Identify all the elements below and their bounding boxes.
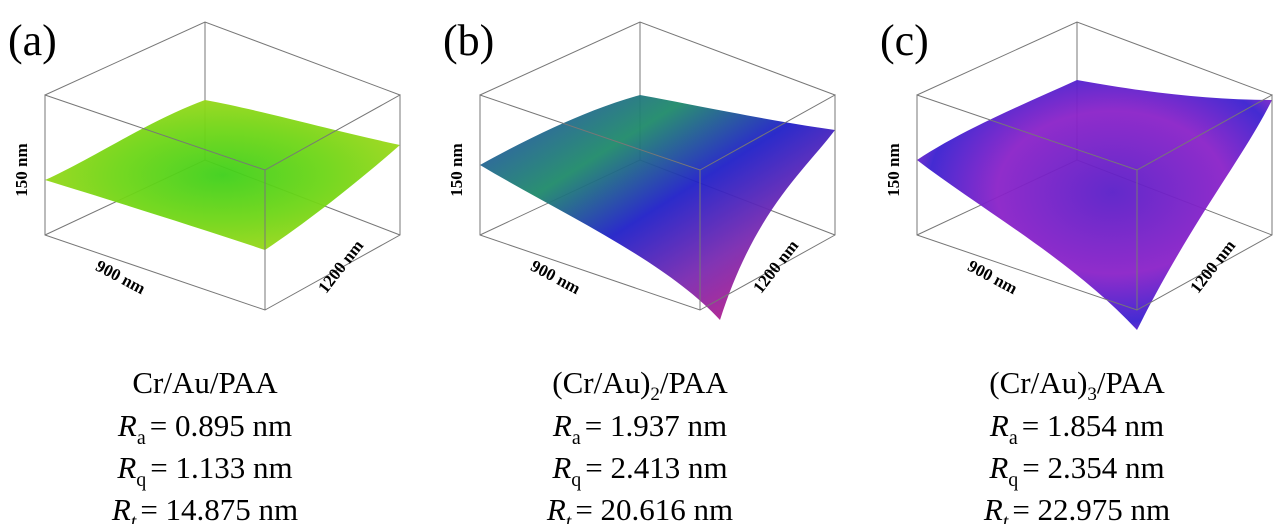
subscript: t — [1003, 511, 1009, 524]
surface — [917, 80, 1272, 330]
symbol: R — [546, 492, 566, 524]
subscript: t — [566, 511, 572, 524]
roughness: Ra= 0.895 nm — [117, 408, 292, 449]
roughness: Ra= 1.937 nm — [552, 408, 727, 449]
value: = 14.875 nm — [140, 492, 298, 524]
value: = 2.413 nm — [585, 450, 727, 485]
symbol: R — [552, 408, 572, 443]
x-axis-label: 900 nm — [528, 256, 584, 298]
y-axis-label: 1200 nm — [1186, 236, 1239, 296]
z-axis-label: 150 nm — [12, 143, 31, 196]
value: = 22.975 nm — [1012, 492, 1170, 524]
surface — [480, 95, 835, 320]
roughness: Ra= 1.854 nm — [989, 408, 1164, 449]
sample-text: (Cr/Au) — [552, 365, 650, 400]
value: = 1.854 nm — [1022, 408, 1164, 443]
symbol: R — [116, 450, 136, 485]
symbol: R — [551, 450, 571, 485]
figure: (a)150 nm900 nm1200 nmCr/Au/PAARa= 0.895… — [0, 0, 1276, 524]
roughness: Rt= 22.975 nm — [983, 492, 1170, 524]
subscript: q — [136, 469, 146, 491]
value: = 1.133 nm — [150, 450, 292, 485]
roughness: Rt= 20.616 nm — [546, 492, 733, 524]
surface — [45, 100, 400, 250]
subscript: a — [1009, 427, 1018, 449]
roughness: Rt= 14.875 nm — [111, 492, 298, 524]
symbol: R — [117, 408, 137, 443]
sample-text: /PAA — [660, 365, 728, 400]
sample-name: (Cr/Au)3/PAA — [989, 365, 1165, 405]
sample-text: Cr/Au/PAA — [132, 365, 278, 400]
value: = 2.354 nm — [1022, 450, 1164, 485]
symbol: R — [983, 492, 1003, 524]
symbol: R — [988, 450, 1008, 485]
sample-name: Cr/Au/PAA — [132, 365, 278, 400]
subscript: 3 — [1087, 384, 1097, 405]
value: = 1.937 nm — [585, 408, 727, 443]
roughness: Rq= 2.354 nm — [988, 450, 1164, 491]
subscript: a — [137, 427, 146, 449]
z-axis-label: 150 nm — [447, 143, 466, 196]
value: = 0.895 nm — [150, 408, 292, 443]
z-axis-label: 150 nm — [884, 143, 903, 196]
symbol: R — [989, 408, 1009, 443]
x-axis-label: 900 nm — [965, 256, 1021, 298]
panel-label: (c) — [880, 16, 929, 65]
sample-text: /PAA — [1097, 365, 1165, 400]
y-axis-label: 1200 nm — [314, 236, 367, 296]
sample-name: (Cr/Au)2/PAA — [552, 365, 728, 405]
subscript: t — [131, 511, 137, 524]
panel-label: (a) — [8, 16, 57, 65]
roughness: Rq= 1.133 nm — [116, 450, 292, 491]
panel: (a) 150 nm 900 nm 1200 nm Cr/Au/PAA Ra= 0.895… — [8, 16, 400, 524]
sample-text: (Cr/Au) — [989, 365, 1087, 400]
symbol: R — [111, 492, 131, 524]
subscript: q — [1008, 469, 1018, 491]
x-axis-label: 900 nm — [93, 256, 149, 298]
subscript: 2 — [650, 384, 660, 405]
y-axis-label: 1200 nm — [749, 236, 802, 296]
panel-label: (b) — [443, 16, 494, 65]
roughness: Rq= 2.413 nm — [551, 450, 727, 491]
subscript: a — [572, 427, 581, 449]
subscript: q — [571, 469, 581, 491]
value: = 20.616 nm — [575, 492, 733, 524]
